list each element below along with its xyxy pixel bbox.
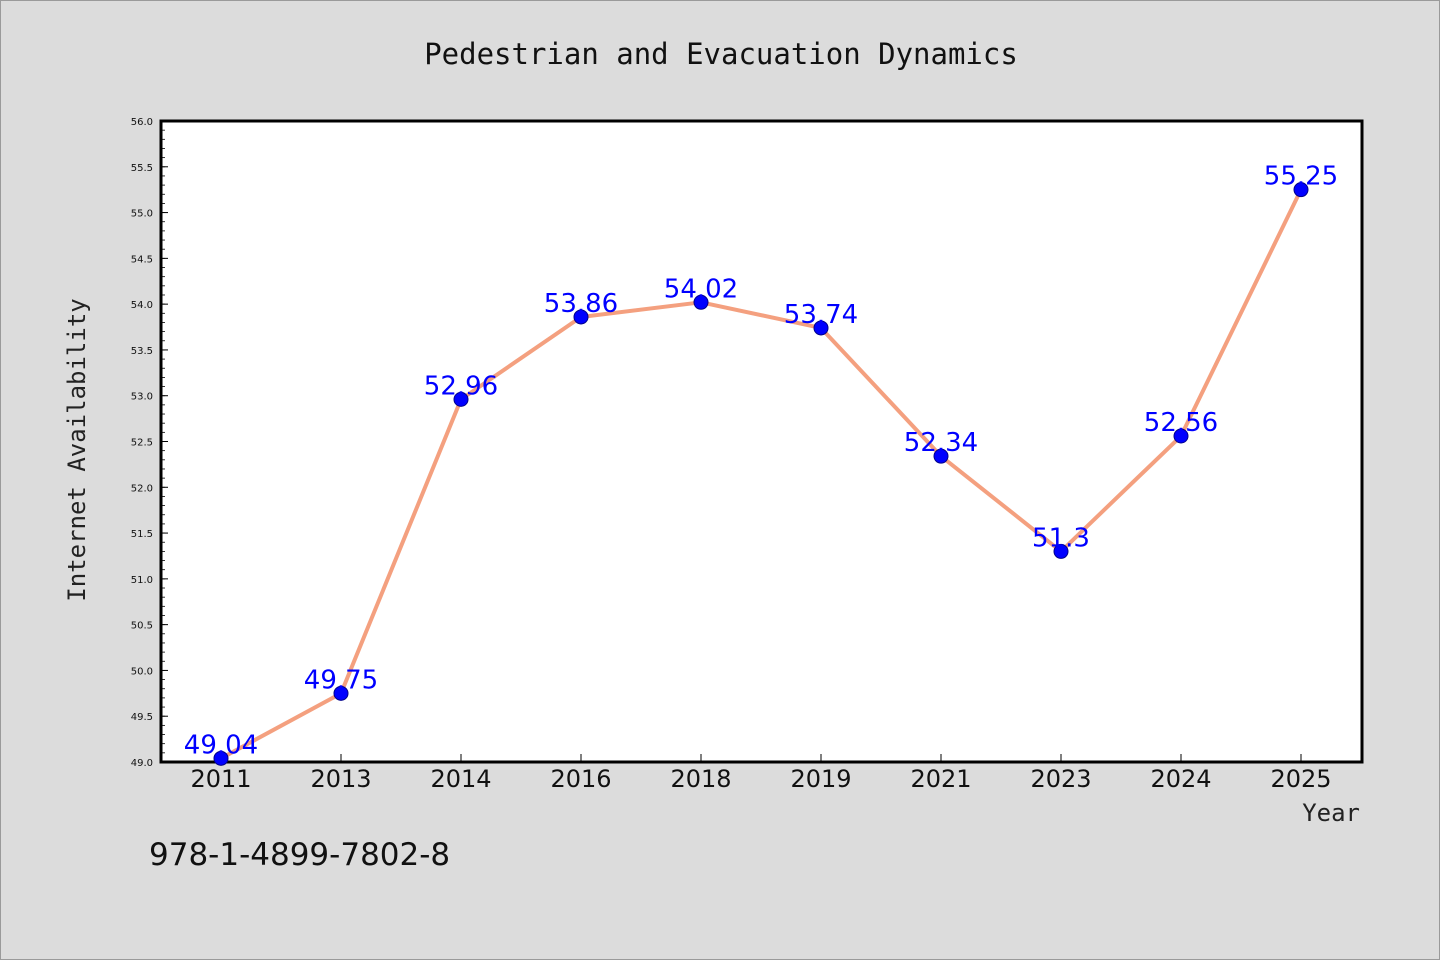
- chart-title: Pedestrian and Evacuation Dynamics: [424, 37, 1018, 71]
- series-group: 49.04 49.75 52.96 53.86 54.02 53.74 52.34 51.3 5…: [184, 162, 1338, 766]
- data-label: 49.04: [184, 730, 258, 760]
- y-tick-label: 55.5: [131, 163, 153, 174]
- x-tick-label: 2014: [430, 765, 491, 793]
- y-tick-label: 50.0: [131, 666, 153, 677]
- data-point: [1293, 182, 1309, 198]
- x-axis-label: Year: [1302, 799, 1360, 827]
- series-line: [219, 187, 1303, 761]
- data-point: [1053, 543, 1069, 559]
- data-label: 52.56: [1144, 408, 1218, 438]
- data-label: 49.75: [304, 665, 378, 695]
- x-tick-label: 2013: [310, 765, 371, 793]
- y-tick-label: 49.5: [131, 712, 153, 723]
- y-tick-label: 51.0: [131, 575, 153, 586]
- x-tick-label: 2018: [670, 765, 731, 793]
- y-tick-label: 53.0: [131, 392, 153, 403]
- isbn-label: 978-1-4899-7802-8: [149, 837, 450, 873]
- y-tick-label: 49.0: [131, 758, 153, 769]
- data-point: [333, 685, 349, 701]
- x-tick-label: 2024: [1150, 765, 1211, 793]
- data-point: [573, 309, 589, 325]
- data-label: 55.25: [1264, 162, 1338, 192]
- data-label: 51.3: [1032, 523, 1090, 553]
- x-tick-label: 2019: [790, 765, 851, 793]
- data-point: [1173, 428, 1189, 444]
- data-label: 53.74: [784, 300, 858, 330]
- y-tick-label: 53.5: [131, 346, 153, 357]
- x-tick-label: 2021: [910, 765, 971, 793]
- y-axis-label: Internet Availability: [63, 298, 91, 601]
- y-tick-label: 56.0: [131, 117, 153, 128]
- y-axis: 49.0 49.5 50.0 50.5 51.0 51.5 52.0 52.5 53.0 53.5…: [131, 117, 168, 769]
- data-label: 52.96: [424, 371, 498, 401]
- data-point: [453, 391, 469, 407]
- y-tick-label: 52.5: [131, 438, 153, 449]
- data-label: 54.02: [664, 274, 738, 304]
- data-label: 53.86: [544, 289, 618, 319]
- data-point: [213, 750, 229, 766]
- y-tick-label: 54.0: [131, 300, 153, 311]
- x-tick-label: 2016: [550, 765, 611, 793]
- y-tick-label: 54.5: [131, 254, 153, 265]
- y-tick-label: 52.0: [131, 483, 153, 494]
- data-point: [813, 320, 829, 336]
- data-label: 52.34: [904, 428, 978, 458]
- data-point: [693, 294, 709, 310]
- data-point: [933, 448, 949, 464]
- y-tick-label: 55.0: [131, 209, 153, 220]
- x-axis: 2011 2013 2014 2016 2018 2019 2021 2023 2024 2025: [190, 754, 1332, 793]
- y-tick-label: 50.5: [131, 621, 153, 632]
- x-tick-label: 2023: [1030, 765, 1091, 793]
- plot-area: [159, 119, 1364, 764]
- y-tick-label: 51.5: [131, 529, 153, 540]
- x-tick-label: 2011: [190, 765, 251, 793]
- x-tick-label: 2025: [1270, 765, 1331, 793]
